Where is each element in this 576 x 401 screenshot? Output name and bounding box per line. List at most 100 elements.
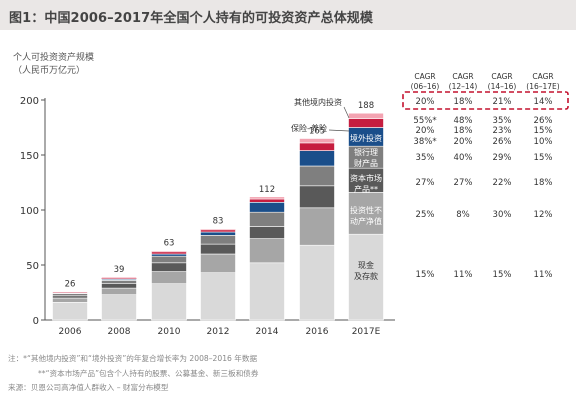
bar-segment-other_overseas — [101, 276, 137, 279]
cagr-cell-cash: 15% — [416, 270, 435, 280]
bar-label-4: 境外投资 — [350, 133, 382, 143]
cagr-cell-insurance_pension: 26% — [493, 137, 512, 147]
bar-segment-capital_market — [151, 255, 187, 264]
bar-total-label: 188 — [358, 101, 374, 111]
x-tick-label: 2014 — [256, 327, 279, 337]
annotation-leader-0 — [343, 106, 350, 119]
bar-segment-cash — [101, 294, 137, 321]
cagr-cell-capital_market: 18% — [534, 178, 553, 188]
footnotes: 注：*“其他境内投资”和“境外投资”的年复合增长率为 2008–2016 年数据… — [8, 352, 568, 396]
bar-segment-cash — [151, 283, 187, 321]
cagr-cell-total: 21% — [493, 97, 512, 107]
y-axis-title: 个人可投资资产规模 — [13, 51, 94, 63]
bar-segment-capital_market — [200, 235, 236, 245]
x-tick-label: 2017E — [352, 327, 381, 337]
bar-total-label: 63 — [164, 239, 175, 249]
bar-segment-bank_wealth — [299, 150, 335, 167]
bar-label-2: 资本市场产品** — [350, 173, 382, 194]
bar-segment-cash — [52, 302, 88, 321]
bar-total-label: 83 — [213, 217, 224, 227]
cagr-cell-insurance_pension: 38%* — [413, 137, 436, 147]
bar-segment-cash — [299, 244, 335, 321]
bar-segment-investable_property — [348, 192, 384, 235]
bar-segment-capital_market — [52, 293, 88, 297]
bar-segment-investable_property — [249, 238, 285, 264]
cagr-cell-capital_market: 27% — [416, 178, 435, 188]
bar-segment-overseas — [151, 251, 187, 255]
bar-segment-other_overseas — [151, 250, 187, 253]
cagr-header: CAGR (12–14) — [449, 72, 478, 91]
cagr-cell-cash: 15% — [493, 270, 512, 280]
x-tick-label: 2016 — [306, 327, 329, 337]
bar-segment-cash — [200, 272, 236, 321]
cagr-header: CAGR (06–16) — [411, 72, 440, 91]
x-tick-label: 2008 — [108, 327, 131, 337]
x-tick-label: 2006 — [59, 327, 82, 337]
y-tick-label: 200 — [20, 96, 39, 107]
bar-total-label: 39 — [114, 265, 125, 275]
annotation-1: 保险–养险 — [291, 123, 327, 133]
bar-segment-insurance_pension — [151, 262, 187, 272]
figure-title: 图1：中国2006–2017年全国个人持有的可投资资产总体规模 — [0, 0, 576, 30]
cagr-cell-overseas: 35% — [493, 116, 512, 126]
cagr-cell-bank_wealth: 29% — [493, 153, 512, 163]
y-tick-label: 0 — [33, 316, 39, 327]
bar-segment-insurance_pension — [348, 167, 384, 193]
bar-total-label: 26 — [65, 279, 76, 289]
bar-label-1: 投资性不动产净值 — [350, 205, 382, 226]
cagr-cell-investable_property: 12% — [534, 210, 553, 220]
bar-label-0: 现金及存款 — [354, 260, 378, 281]
bar-total-label: 112 — [259, 185, 275, 195]
bar-segment-overseas — [348, 118, 384, 128]
cagr-cell-other_domestic: 15% — [534, 126, 553, 136]
bar-segment-investable_property — [151, 271, 187, 285]
bar-segment-other_overseas — [200, 228, 236, 231]
bar-segment-other_overseas — [348, 112, 384, 119]
bar-segment-other_overseas — [52, 291, 88, 293]
footnote-1: 注：*“其他境内投资”和“境外投资”的年复合增长率为 2008–2016 年数据 — [8, 354, 258, 363]
bar-segment-overseas — [200, 229, 236, 233]
bar-segment-cash — [249, 262, 285, 321]
cagr-cell-overseas: 26% — [534, 116, 553, 126]
cagr-header: CAGR (14–16) — [488, 72, 517, 91]
bar-segment-other_overseas — [299, 138, 335, 144]
bar-segment-bank_wealth — [249, 202, 285, 213]
cagr-cell-investable_property: 8% — [456, 210, 470, 220]
bar-segment-insurance_pension — [249, 226, 285, 239]
cagr-cell-total: 14% — [534, 97, 553, 107]
y-axis-unit: （人民币万亿元） — [13, 64, 85, 76]
cagr-cell-insurance_pension: 20% — [454, 137, 473, 147]
cagr-cell-bank_wealth: 15% — [534, 153, 553, 163]
x-tick-label: 2010 — [158, 327, 181, 337]
bar-total-label: 165 — [309, 127, 325, 137]
cagr-cell-other_domestic: 23% — [493, 126, 512, 136]
bar-segment-cash — [348, 233, 384, 321]
bar-segment-insurance_pension — [200, 243, 236, 255]
cagr-cell-bank_wealth: 35% — [416, 153, 435, 163]
cagr-cell-cash: 11% — [534, 270, 553, 280]
cagr-cell-capital_market: 27% — [454, 178, 473, 188]
cagr-cell-overseas: 48% — [454, 116, 473, 126]
bar-segment-bank_wealth — [151, 253, 187, 257]
bar-segment-capital_market — [299, 165, 335, 187]
footnote-2: **“资本市场产品”包含个人持有的股票、公募基金、新三板和债券 — [38, 368, 259, 378]
cagr-cell-capital_market: 22% — [493, 178, 512, 188]
annotation-leader-1 — [328, 129, 350, 132]
bar-segment-overseas — [249, 198, 285, 203]
bar-segment-insurance_pension — [101, 283, 137, 289]
y-tick-label: 150 — [20, 151, 39, 162]
cagr-cell-other_domestic: 18% — [454, 126, 473, 136]
bar-label-3: 银行理财产品 — [354, 147, 378, 168]
y-tick-label: 100 — [20, 206, 39, 217]
cagr-cell-investable_property: 30% — [493, 210, 512, 220]
cagr-header: CAGR (16–17E) — [526, 72, 560, 91]
bar-segment-insurance_pension — [52, 295, 88, 299]
x-tick-label: 2012 — [207, 327, 230, 337]
cagr-cell-cash: 11% — [454, 270, 473, 280]
cagr-cell-bank_wealth: 40% — [454, 153, 473, 163]
bar-segment-bank_wealth — [200, 231, 236, 236]
y-tick-label: 50 — [26, 261, 39, 272]
cagr-cell-total: 18% — [454, 97, 473, 107]
cagr-total-highlight-box — [402, 91, 569, 110]
